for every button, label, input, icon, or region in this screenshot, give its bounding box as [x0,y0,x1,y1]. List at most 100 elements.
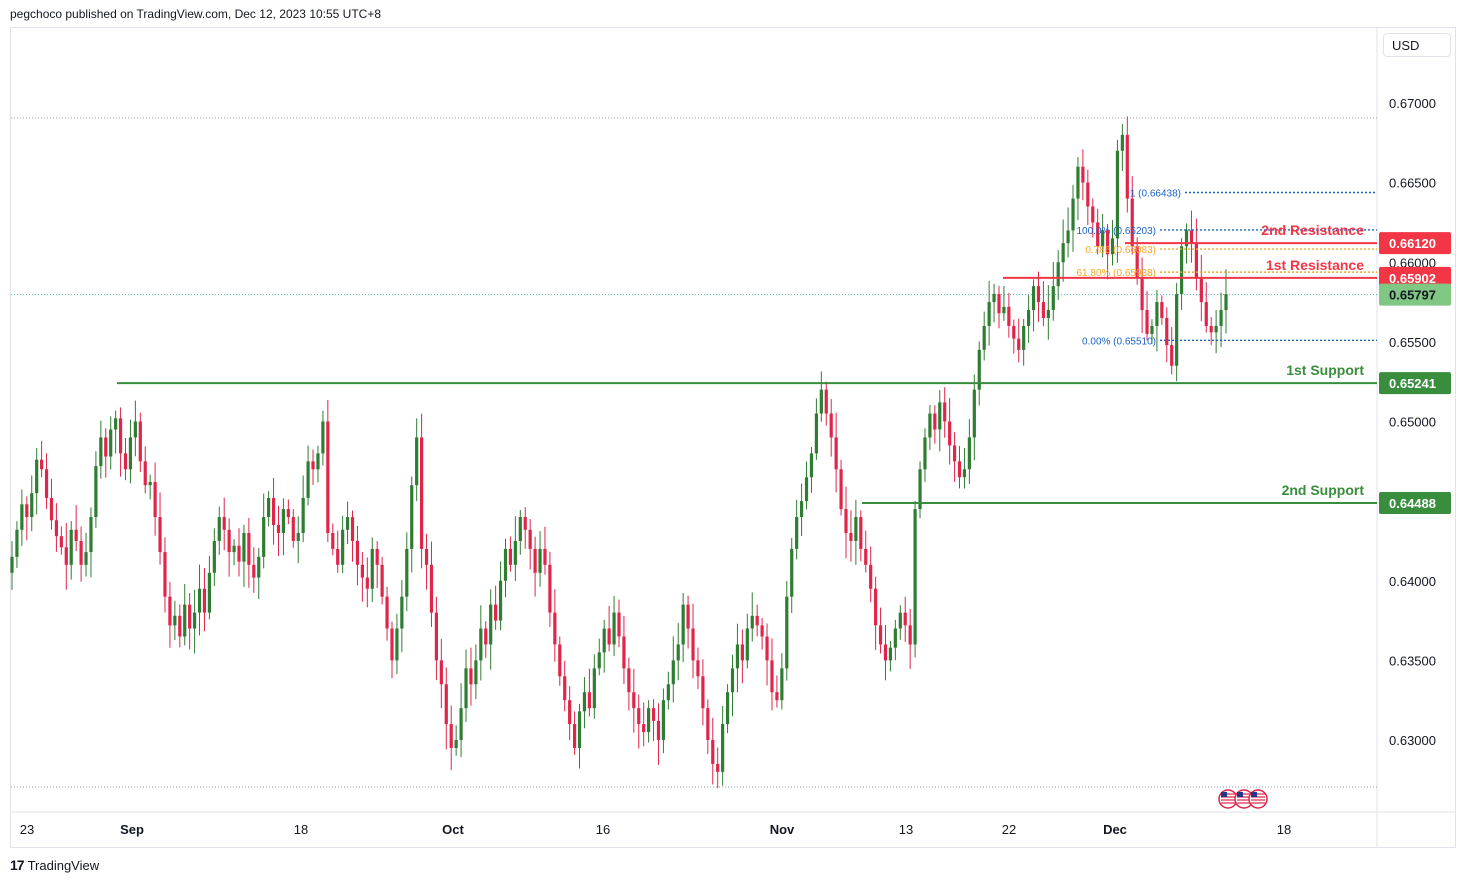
candle-body [222,517,226,530]
candle-body [459,708,463,740]
candle-body [592,668,596,709]
candle-body [903,612,907,626]
candle-body [523,517,527,530]
candle-body [25,504,29,518]
candle-body [1214,325,1218,333]
candle-body [854,517,858,541]
candle-body [790,548,794,597]
candle-body [104,437,108,457]
candle-body [341,529,345,565]
candle-body [89,517,93,553]
candle-body [1007,306,1011,326]
candle-body [740,644,744,661]
us-flag-icon[interactable] [1218,789,1238,809]
price-tick-label: 0.63500 [1389,653,1436,668]
resistance-tag-label: 0.65902 [1389,271,1436,286]
candle-body [642,724,646,733]
price-tick-label: 0.65500 [1389,335,1436,350]
time-axis[interactable]: 23 Sep 18 Oct 16 Nov 13 22 Dec 18 [20,822,1291,837]
candle-body [1076,166,1080,199]
candle-body [316,453,320,470]
candle-body [1170,345,1174,366]
candle-body [1071,198,1075,231]
fib-level-label: 0.786 (0.66083) [1085,245,1156,256]
resistance-tag [1379,266,1451,289]
candle-body [252,564,256,578]
candle-body [1031,286,1036,311]
candle-body [563,676,567,701]
candle-body [296,532,300,541]
candle-body [133,421,137,438]
candle-body [632,692,636,709]
candle-body [49,497,54,521]
candle-body [548,564,552,613]
candle-body [1224,294,1228,311]
currency-selector[interactable]: USD [1383,33,1451,57]
candle-body [420,437,424,549]
candle-body [647,708,651,733]
us-flag-icon[interactable] [1248,789,1268,809]
candle-body [1091,206,1095,223]
candle-body [721,724,725,772]
candle-body [602,628,606,653]
candle-body [809,453,814,478]
support-tag-label: 0.64488 [1389,496,1436,511]
candle-body [1105,230,1110,255]
time-tick-label: Nov [770,822,795,837]
price-tick-label: 0.63000 [1389,733,1436,748]
candle-body [385,596,389,629]
candle-body [760,625,764,637]
support-tag-label: 0.65241 [1389,376,1436,391]
candle-body [859,517,863,549]
chart-frame[interactable] [10,27,1456,848]
candle-body [331,532,335,549]
candle-body [795,517,799,549]
candle-body [281,509,286,533]
candle-body [247,532,251,565]
candle-body [750,615,754,629]
candle-body [913,509,917,645]
candle-body [1101,230,1105,247]
candle-body [355,540,360,565]
event-flags[interactable] [1218,789,1268,809]
candle-body [197,588,202,613]
candle-body [1022,325,1026,350]
candle-body [1160,302,1164,318]
candle-body [661,700,666,740]
candle-body [336,548,340,565]
candle-body [143,461,147,486]
candle-body [444,684,448,725]
candle-body [869,564,873,589]
footer-brand-label: TradingView [27,857,100,873]
fib-level-label: 1 (0.66438) [1130,188,1181,199]
support-label: 1st Support [1286,362,1364,378]
candle-body [824,389,828,414]
candle-body [79,540,83,565]
candle-body [686,604,690,629]
time-tick-label: 16 [596,822,610,837]
candle-body [962,469,967,478]
candle-body [262,517,266,557]
publisher-caption: pegchoco published on TradingView.com, D… [10,7,382,21]
support-label: 2nd Support [1282,482,1365,498]
candle-body [84,552,88,565]
candle-body [607,628,611,645]
candle-body [923,437,927,470]
candle-body [691,628,695,661]
candle-body [1179,246,1184,295]
candle-body [1046,310,1050,318]
candle-body [494,604,498,621]
candle-body [938,402,942,430]
grid-lines [11,28,1455,847]
price-tick-label: 0.67000 [1389,96,1436,111]
candle-body [301,497,305,533]
price-axis[interactable]: 0.67000 0.66500 0.66000 0.65500 0.65000 0.640… [1379,96,1451,748]
candle-body [878,625,883,645]
candle-body [582,692,587,712]
candle-body [814,413,818,454]
flag-canton [1237,792,1243,797]
candle-body [217,517,221,541]
candle-body [400,596,404,629]
candle-body [666,684,670,701]
